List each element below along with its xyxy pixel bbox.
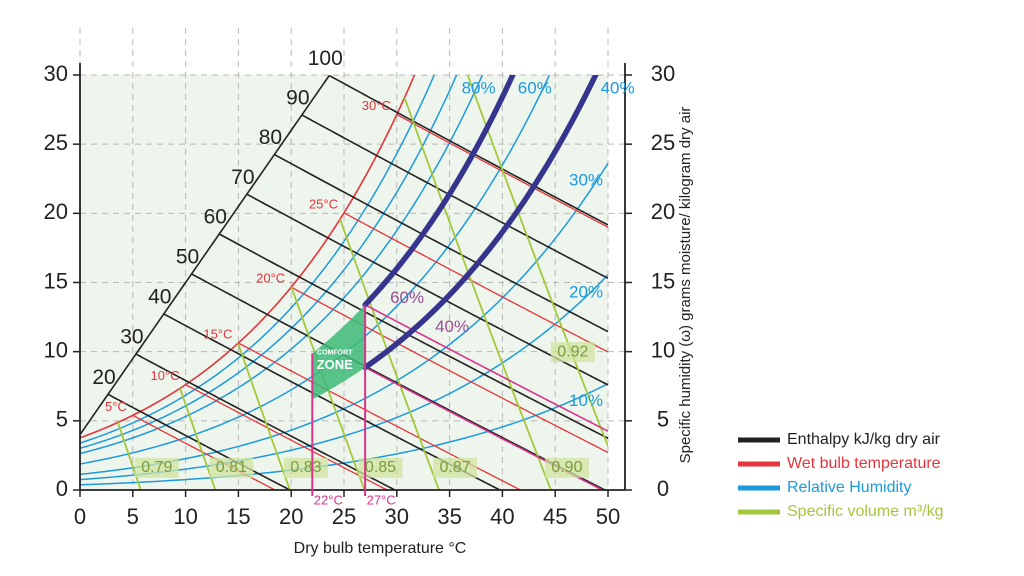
y-tick-label: 0 <box>56 476 68 501</box>
comfort-zone-label: ZONE <box>317 357 353 372</box>
x-tick-label: 30 <box>385 504 409 529</box>
enthalpy-boundary <box>80 75 330 436</box>
y-axis-label: Specific humidity (ω) grams moisture/ ki… <box>677 107 694 464</box>
x-tick-label: 35 <box>437 504 461 529</box>
specific-volume-label: 0.90 <box>551 459 582 476</box>
enthalpy-line <box>191 273 606 490</box>
rh-label: 80% <box>462 78 496 97</box>
y-tick-label: 30 <box>44 61 68 86</box>
overlay: 0 5 10 15 20 25 30 35 40 45 50 0 5 10 15 20 25 30 0 5 10 15 20… <box>44 47 944 529</box>
y2-tick-label: 25 <box>651 130 675 155</box>
x-tick-label: 50 <box>596 504 620 529</box>
x-tick-label: 25 <box>332 504 356 529</box>
specific-volume-label: 0.85 <box>365 459 396 476</box>
comfort-rh-label: 40% <box>435 317 469 336</box>
specific-volume-line <box>403 97 552 490</box>
enthalpy-label: 60 <box>204 206 227 229</box>
specific-volume-label-bg <box>209 457 254 478</box>
wet-bulb-label: 15°C <box>203 326 232 341</box>
comfort-rh-label: 60% <box>390 288 424 307</box>
wet-bulb-label: 5°C <box>105 399 127 414</box>
wet-bulb-label: 25°C <box>309 196 338 211</box>
legend-label: Relative Humidity <box>787 479 911 496</box>
comfort-temperature-label: 27°C <box>367 492 396 507</box>
specific-volume-label: 0.83 <box>290 459 321 476</box>
comfort-rh-curve <box>362 75 516 308</box>
enthalpy-line <box>301 114 608 279</box>
enthalpy-label: 20 <box>92 366 115 389</box>
x-tick-label: 5 <box>127 504 139 529</box>
specific-volume-line <box>117 422 142 490</box>
enthalpy-label: 50 <box>176 245 199 268</box>
enthalpy-label: 40 <box>148 285 171 308</box>
y-tick-label: 10 <box>44 337 68 362</box>
rh-label: 40% <box>601 78 635 97</box>
y2-tick-label: 10 <box>651 337 675 362</box>
x-tick-label: 40 <box>490 504 514 529</box>
enthalpy-label: 90 <box>286 87 309 110</box>
specific-volume-line <box>339 218 440 490</box>
y2-tick-label: 0 <box>657 476 669 501</box>
wet-bulb-label: 10°C <box>151 368 180 383</box>
specific-volume-line <box>466 75 608 449</box>
y2-tick-label: 15 <box>651 268 675 293</box>
x-tick-label: 10 <box>173 504 197 529</box>
enthalpy-label: 30 <box>120 326 143 349</box>
enthalpy-line <box>218 233 608 439</box>
comfort-zone <box>312 304 366 400</box>
specific-volume-line <box>237 343 291 490</box>
wet-bulb-line <box>185 384 388 490</box>
specific-volume-label: 0.81 <box>216 459 247 476</box>
rh-curve <box>80 75 436 444</box>
rh-label: 30% <box>569 171 603 190</box>
legend-label: Enthalpy kJ/kg dry air <box>787 431 941 448</box>
y-tick-label: 20 <box>44 199 68 224</box>
enthalpy-label: 70 <box>231 166 254 189</box>
specific-volume-label-bg <box>550 342 595 363</box>
rh-label: 20% <box>569 282 603 301</box>
x-tick-label: 0 <box>74 504 86 529</box>
x-axis-label: Dry bulb temperature °C <box>294 540 467 557</box>
specific-volume-label: 0.92 <box>557 343 588 360</box>
specific-volume-label: 0.79 <box>141 459 172 476</box>
x-tick-label: 15 <box>226 504 250 529</box>
legend-label: Specific volume m³/kg <box>787 503 944 520</box>
rh-label: 10% <box>569 391 603 410</box>
wet-bulb-label: 20°C <box>256 271 285 286</box>
comfort-rh-curve <box>362 75 599 371</box>
comfort-enthalpy-line <box>364 304 608 432</box>
legend-label: Wet bulb temperature <box>787 455 941 472</box>
enthalpy-line <box>246 193 608 386</box>
x-tick-label: 20 <box>279 504 303 529</box>
rh-curve <box>80 75 458 450</box>
y2-tick-label: 30 <box>651 61 675 86</box>
enthalpy-label: 80 <box>259 126 282 149</box>
specific-volume-label-bg <box>358 457 403 478</box>
y2-tick-label: 20 <box>651 199 675 224</box>
wet-bulb-line <box>290 286 608 454</box>
x-tick-label: 45 <box>543 504 567 529</box>
y-tick-label: 15 <box>44 268 68 293</box>
specific-volume-label-bg <box>134 457 179 478</box>
y2-tick-label: 5 <box>657 407 669 432</box>
enthalpy-line <box>328 75 608 226</box>
rh-curve <box>80 75 484 455</box>
wet-bulb-line <box>343 212 608 353</box>
specific-volume-label-bg <box>283 457 328 478</box>
enthalpy-label: 100 <box>308 47 343 70</box>
wet-bulb-label: 30°C <box>362 98 391 113</box>
y-tick-label: 5 <box>56 407 68 432</box>
specific-volume-label-bg <box>433 457 478 478</box>
comfort-zone-label: COMFORT <box>317 349 353 356</box>
rh-label: 60% <box>518 78 552 97</box>
specific-volume-label-bg <box>544 457 589 478</box>
specific-volume-label: 0.87 <box>439 459 470 476</box>
comfort-temperature-label: 22°C <box>314 492 343 507</box>
y-tick-label: 25 <box>44 130 68 155</box>
grid <box>79 28 625 491</box>
